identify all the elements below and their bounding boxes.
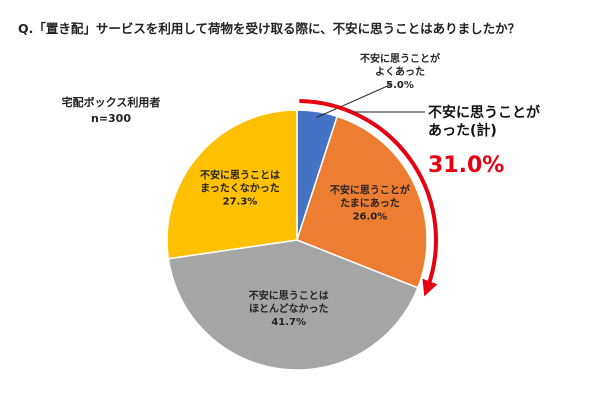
slice-category-label: たまにあった [340,197,400,210]
slice-value-label: 41.7% [271,317,306,328]
pie-slice [167,239,419,371]
slice-category-label: よくあった [375,65,425,78]
pie-slice [166,109,298,260]
callout-arc [299,99,438,297]
slice-value-label: 5.0% [386,80,414,91]
slice-category-label: 不安に思うことは [249,289,329,302]
respondent-count: n=300 [90,112,131,125]
question-title: Q.「置き配」サービスを利用して荷物を受け取る際に、不安に思うことはありましたか… [18,21,521,36]
slice-category-label: 不安に思うことが [360,52,441,65]
slice-category-label: 不安に思うことは [200,169,280,182]
slice-category-label: ほとんどなかった [249,302,329,315]
callout-value: 31.0% [428,153,504,178]
slice-value-label: 26.0% [353,212,388,223]
leader-line [316,83,393,118]
pie-slice [296,115,428,289]
slice-value-label: 27.3% [223,197,258,208]
respondent-group-label: 宅配ボックス利用者 [61,96,161,109]
callout-label: 不安に思うことが [428,104,541,121]
slice-category-label: 不安に思うことが [330,184,411,197]
slice-category-label: まったくなかった [200,183,280,195]
callout-label: あった(計) [428,122,497,139]
respondent-info: 宅配ボックス利用者 n=300 [52,95,170,127]
